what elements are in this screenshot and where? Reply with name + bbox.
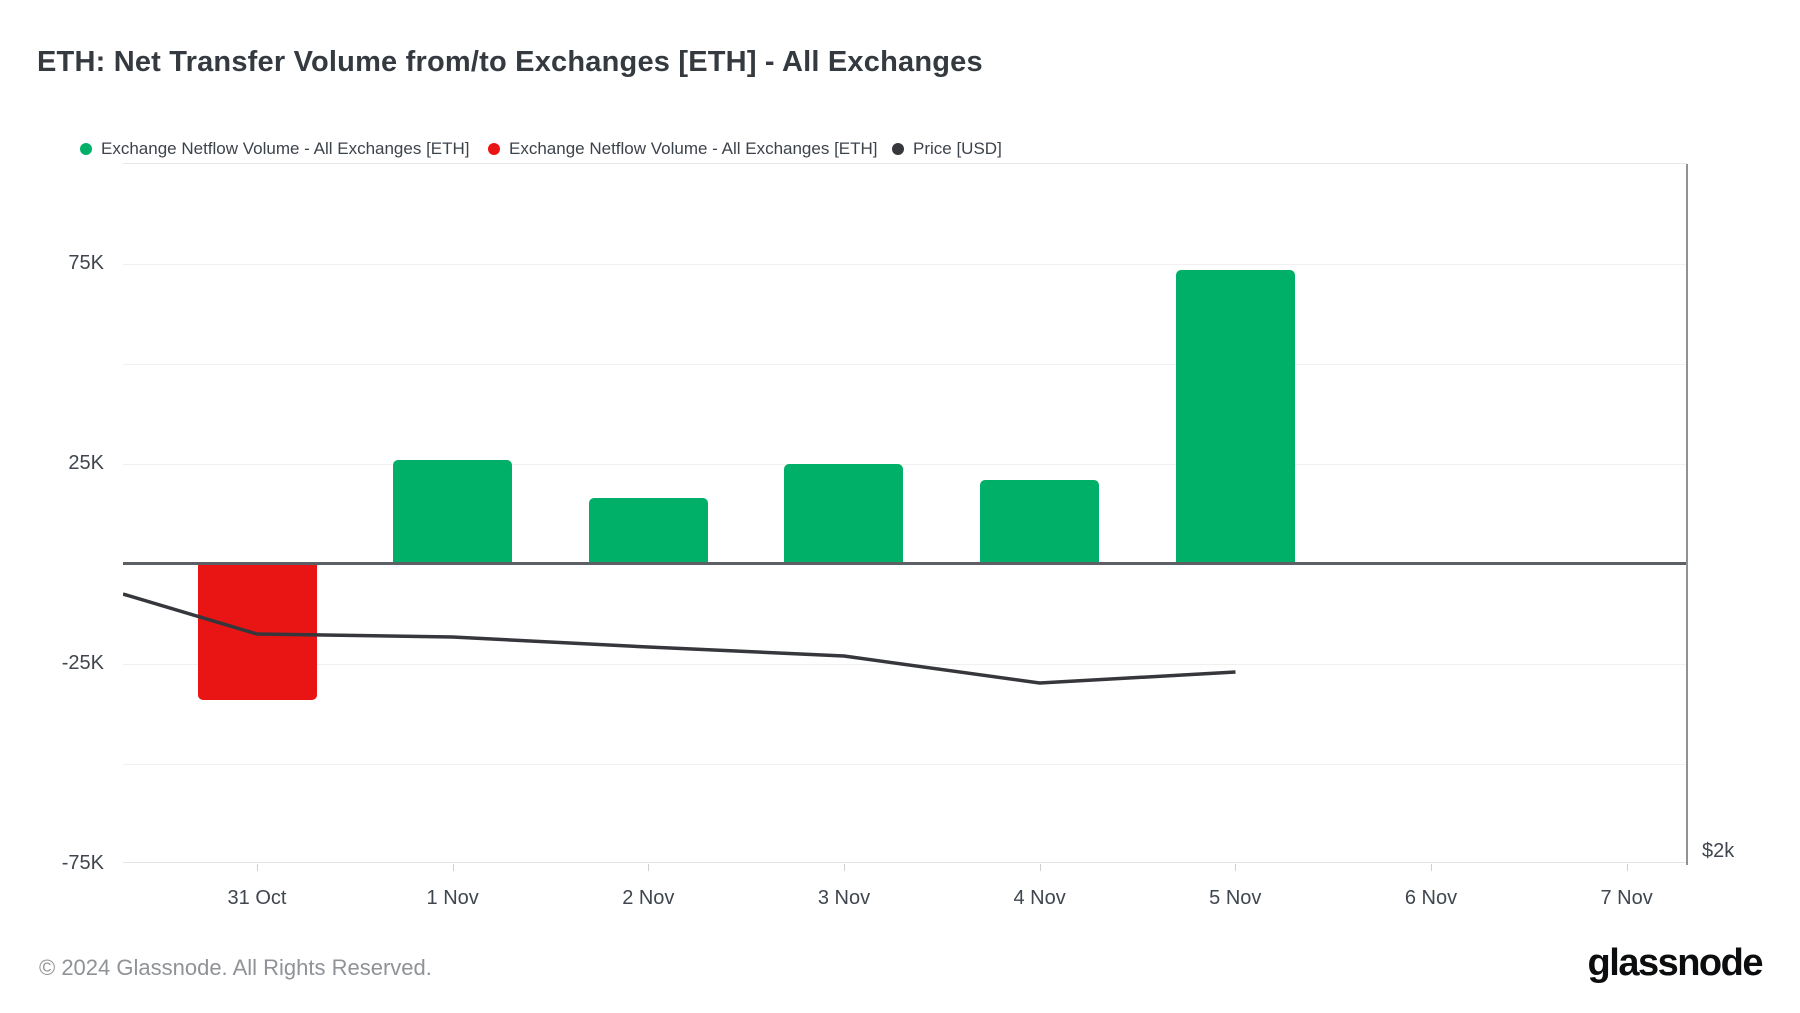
legend-label: Exchange Netflow Volume - All Exchanges … <box>101 139 470 158</box>
zero-line <box>123 562 1687 565</box>
bar-3-nov[interactable] <box>784 464 904 564</box>
chart-title: ETH: Net Transfer Volume from/to Exchang… <box>37 46 983 78</box>
bar-1-nov[interactable] <box>393 460 513 564</box>
x-tick-mark <box>1430 864 1432 871</box>
legend-item-netflow-inflow[interactable]: Exchange Netflow Volume - All Exchanges … <box>80 139 470 159</box>
glassnode-logo[interactable]: glassnode <box>1587 942 1764 984</box>
x-tick-label-1-nov: 1 Nov <box>426 887 479 909</box>
gridline <box>123 364 1687 365</box>
y-tick-label-25k: 25K <box>68 452 104 474</box>
plot-area <box>123 163 1688 865</box>
x-tick-mark <box>648 864 650 871</box>
chart-legend: Exchange Netflow Volume - All Exchanges … <box>0 139 1800 163</box>
bar-4-nov[interactable] <box>980 480 1100 564</box>
x-tick-label-6-nov: 6 Nov <box>1404 887 1458 909</box>
y-tick-label-75k: 75K <box>68 252 104 274</box>
bar-5-nov[interactable] <box>1175 270 1295 564</box>
x-tick-label-2-nov: 2 Nov <box>622 887 675 909</box>
x-tick-mark <box>1235 864 1237 871</box>
x-tick-label-7-nov: 7 Nov <box>1600 887 1653 909</box>
bar-31-oct[interactable] <box>197 564 317 700</box>
x-tick-label-3-nov: 3 Nov <box>817 887 871 909</box>
x-axis: 31 Oct 1 Nov 2 Nov 3 Nov 4 Nov 5 Nov 6 Nov 7 No… <box>123 863 1687 923</box>
x-tick-label-31-oct: 31 Oct <box>227 887 287 909</box>
red-dot-icon <box>488 143 500 155</box>
black-dot-icon <box>892 143 904 155</box>
copyright-text: © 2024 Glassnode. All Rights Reserved. <box>39 955 432 980</box>
legend-item-netflow-outflow[interactable]: Exchange Netflow Volume - All Exchanges … <box>488 139 878 159</box>
x-tick-mark <box>257 864 258 871</box>
x-tick-label-4-nov: 4 Nov <box>1013 887 1066 909</box>
x-tick-mark <box>452 864 454 871</box>
price-axis-label: $2k <box>1702 840 1735 862</box>
plot-bottom-border <box>123 862 1687 863</box>
plot-right-border <box>1686 164 1688 865</box>
x-tick-label-5-nov: 5 Nov <box>1209 887 1262 909</box>
y-tick-label--25k: -25K <box>61 652 104 674</box>
bar-2-nov[interactable] <box>588 498 708 564</box>
x-tick-mark <box>843 864 845 871</box>
y-tick-label--75k: -75K <box>61 852 104 874</box>
legend-label: Exchange Netflow Volume - All Exchanges … <box>509 139 878 158</box>
gridline <box>123 764 1687 765</box>
legend-label: Price [USD] <box>913 139 1002 158</box>
green-dot-icon <box>80 143 92 155</box>
gridline <box>123 464 1687 465</box>
x-tick-mark <box>1626 864 1628 871</box>
gridline <box>123 264 1687 265</box>
x-tick-mark <box>1039 864 1041 871</box>
y-axis-left: 75K 25K -25K -75K <box>0 163 104 874</box>
price-line <box>123 592 1236 685</box>
legend-item-price[interactable]: Price [USD] <box>892 139 1002 159</box>
